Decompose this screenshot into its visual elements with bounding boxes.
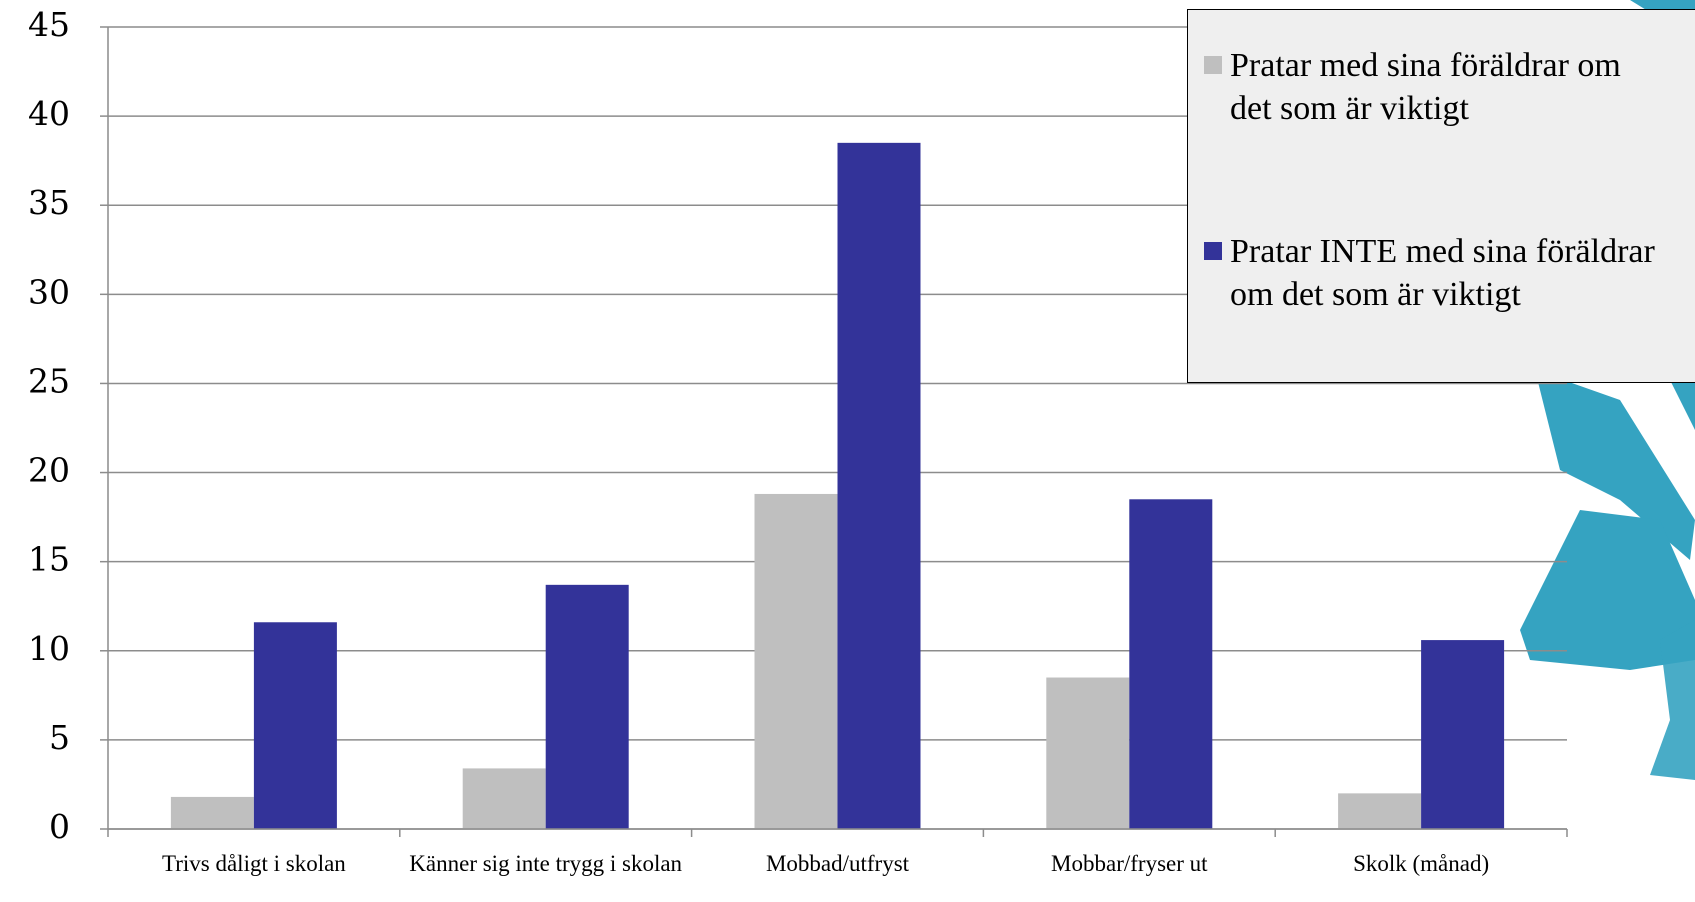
y-tick-label: 15 (28, 540, 70, 579)
y-tick-label: 10 (28, 629, 70, 668)
legend-label: Pratar med sina föräldrar om det som är … (1230, 47, 1621, 127)
y-tick-label: 20 (28, 451, 70, 490)
y-tick-label: 30 (28, 272, 70, 311)
plot-area: 0 5 10 15 20 25 30 35 40 45 (28, 5, 1568, 846)
x-tick-label: Känner sig inte trygg i skolan (409, 851, 683, 876)
legend-swatch (1204, 56, 1222, 74)
bar (253, 622, 337, 829)
legend-label: Pratar INTE med sina föräldrar om det so… (1230, 233, 1655, 313)
legend-swatch (1204, 242, 1222, 260)
bar (837, 142, 921, 829)
bar (1421, 640, 1505, 829)
bar (1338, 793, 1422, 829)
x-tick-label: Mobbar/fryser ut (1051, 851, 1208, 876)
bar (1046, 677, 1130, 829)
y-tick-label: 5 (49, 718, 70, 757)
legend-entry: Pratar med sina föräldrar om det som är … (1204, 44, 1670, 130)
x-tick-label: Mobbad/utfryst (765, 851, 910, 876)
bar (462, 768, 546, 829)
decoration (1520, 0, 1695, 780)
bar (170, 796, 254, 829)
legend-entry: Pratar INTE med sina föräldrar om det so… (1204, 230, 1670, 316)
bar (1129, 499, 1213, 829)
bar (545, 584, 629, 829)
x-tick-label: Skolk (månad) (1353, 851, 1490, 876)
y-tick-label: 40 (28, 94, 70, 133)
x-tick-label: Trivs dåligt i skolan (161, 851, 346, 876)
y-tick-label: 0 (49, 807, 70, 846)
y-tick-label: 35 (28, 183, 70, 222)
y-tick-label: 25 (28, 361, 70, 400)
bar (754, 493, 838, 829)
legend: Pratar med sina föräldrar om det som är … (1187, 9, 1695, 383)
y-tick-label: 45 (28, 5, 70, 44)
